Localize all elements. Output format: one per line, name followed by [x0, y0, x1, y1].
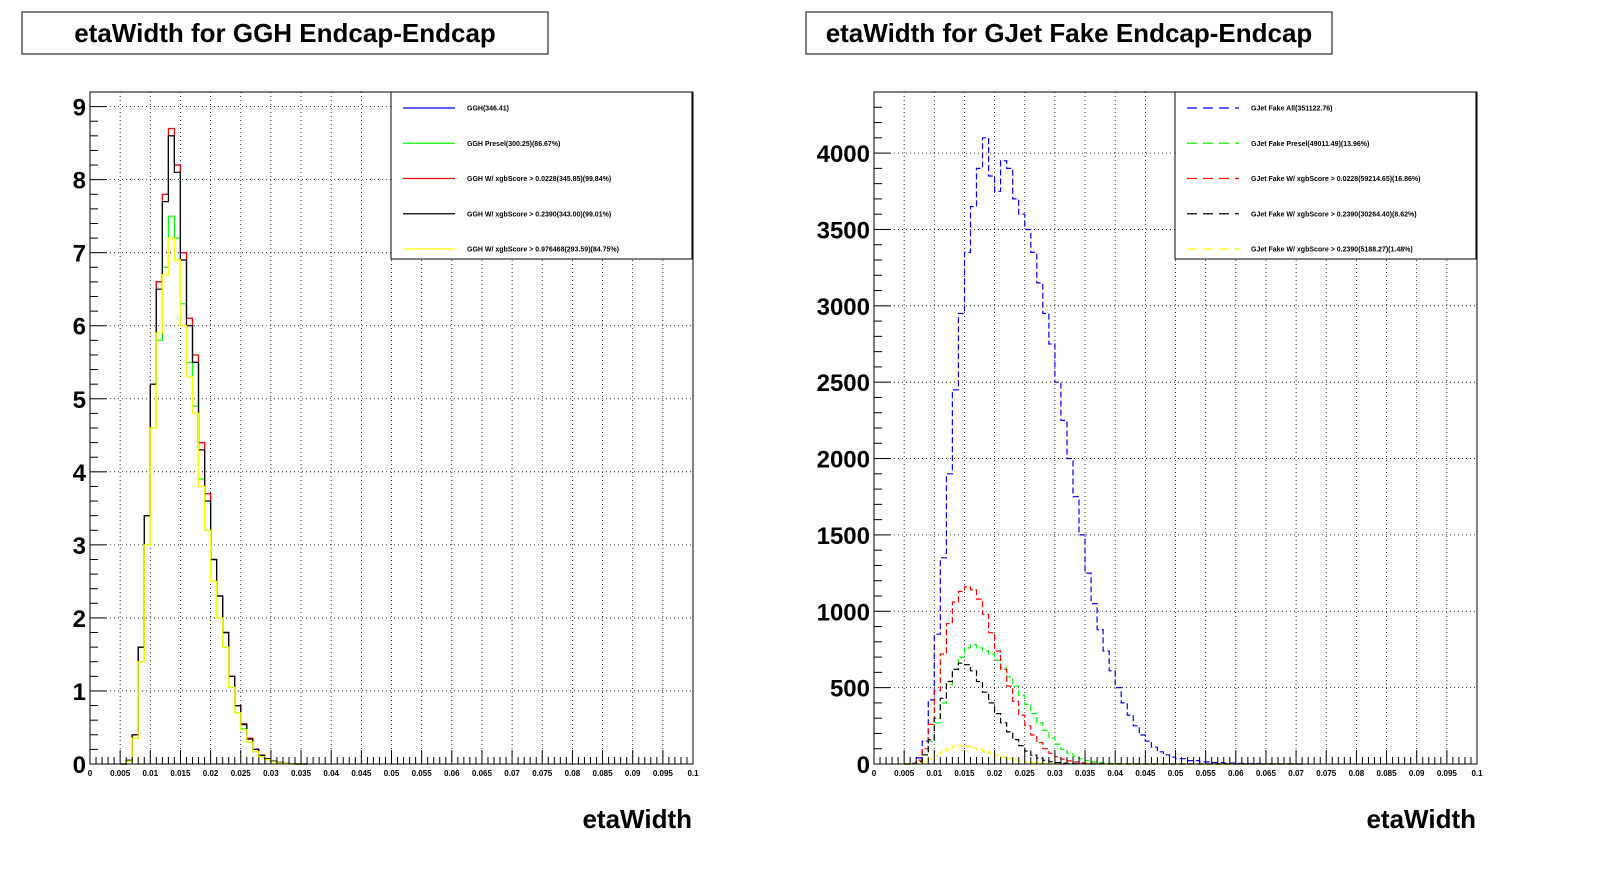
chart-panel-ggh: etaWidth for GGH Endcap-Endcap 0 0.005 0.0…: [21, 11, 699, 834]
x-tick-label: 0.02: [987, 769, 1003, 778]
y-tick-label: 1: [73, 679, 86, 706]
series-line: [904, 662, 1303, 765]
y-tick-label: 9: [73, 95, 86, 122]
legend-entry: GGH Presel(300.25)(86.67%): [467, 141, 560, 148]
x-axis-label: etaWidth: [582, 804, 692, 834]
x-tick-label: 0.045: [1135, 769, 1156, 778]
x-tick-label: 0.065: [1256, 769, 1277, 778]
series-line: [120, 237, 308, 765]
x-tick-label: 0.08: [565, 769, 581, 778]
series-line: [120, 215, 308, 765]
x-tick-label: 0.07: [504, 769, 520, 778]
chart-title: etaWidth for GJet Fake Endcap-Endcap: [826, 18, 1313, 48]
y-tick-label: 8: [73, 168, 86, 195]
legend-entry: GGH(346.41): [467, 106, 509, 113]
x-tick-label: 0.095: [653, 769, 674, 778]
x-tick-label: 0.035: [1075, 769, 1096, 778]
legend-entry: GGH W/ xgbScore > 0.2390(343.00)(99.01%): [467, 211, 611, 218]
x-axis-label: etaWidth: [1366, 804, 1476, 834]
x-tick-label: 0.07: [1288, 769, 1304, 778]
y-tick-label: 3000: [817, 294, 870, 321]
legend-entry: GJet Fake W/ xgbScore > 0.0228(59214.65)…: [1251, 176, 1420, 183]
legend-entry: GJet Fake All(351122.76): [1251, 106, 1332, 113]
x-tick-label: 0.035: [291, 769, 312, 778]
x-tick-label: 0.025: [231, 769, 252, 778]
chart-title: etaWidth for GGH Endcap-Endcap: [74, 18, 496, 48]
x-tick-label: 0.1: [687, 769, 699, 778]
y-tick-label: 3: [73, 533, 86, 560]
x-tick-label: 0.005: [894, 769, 915, 778]
x-tick-label: 0.005: [110, 769, 131, 778]
x-tick-label: 0.03: [1047, 769, 1063, 778]
x-tick-label: 0.05: [384, 769, 400, 778]
x-tick-label: 0.085: [1377, 769, 1398, 778]
series-line: [120, 135, 308, 765]
series-line: [904, 586, 1303, 765]
chart-panel-gjet: etaWidth for GJet Fake Endcap-Endcap 0 0.…: [805, 11, 1483, 834]
series-line: [120, 135, 308, 765]
x-tick-label: 0.01: [143, 769, 159, 778]
x-tick-label: 0.055: [1196, 769, 1217, 778]
x-tick-label: 0: [872, 769, 877, 778]
y-tick-label: 6: [73, 314, 86, 341]
x-tick-label: 0.045: [351, 769, 372, 778]
y-tick-label: 2000: [817, 447, 870, 474]
x-tick-label: 0.085: [593, 769, 614, 778]
legend-entry: GGH W/ xgbScore > 0.976468(293.59)(84.75…: [467, 247, 619, 254]
x-tick-label: 0.04: [1107, 769, 1123, 778]
y-tick-label: 500: [830, 676, 870, 703]
x-tick-label: 0.015: [954, 769, 975, 778]
x-tick-label: 0.075: [1316, 769, 1337, 778]
x-tick-label: 0.015: [170, 769, 191, 778]
x-tick-label: 0.03: [263, 769, 279, 778]
x-tick-label: 0.08: [1349, 769, 1365, 778]
x-tick-label: 0.02: [203, 769, 219, 778]
y-tick-label: 5: [73, 387, 86, 414]
x-tick-label: 0.075: [532, 769, 553, 778]
x-tick-label: 0.04: [323, 769, 339, 778]
y-tick-label: 1000: [817, 599, 870, 626]
y-tick-label: 4000: [817, 141, 870, 168]
x-tick-label: 0.055: [412, 769, 433, 778]
y-tick-label: 2500: [817, 370, 870, 397]
title-box: [21, 11, 549, 55]
legend-entry: GJet Fake Presel(49011.49)(13.96%): [1251, 141, 1369, 148]
x-tick-label: 0.09: [625, 769, 641, 778]
y-tick-label: 7: [73, 241, 86, 268]
series-line: [120, 127, 308, 765]
legend-entry: GJet Fake W/ xgbScore > 0.2390(5188.27)(…: [1251, 247, 1413, 254]
legend-box: [1174, 91, 1477, 260]
y-tick-label: 1500: [817, 523, 870, 550]
legend-box: [390, 91, 693, 260]
x-tick-label: 0.05: [1168, 769, 1184, 778]
legend-entry: GJet Fake W/ xgbScore > 0.2390(30264.40)…: [1251, 211, 1417, 218]
y-tick-label: 0: [73, 752, 86, 779]
y-tick-label: 4: [73, 460, 87, 487]
x-tick-label: 0.1: [1471, 769, 1483, 778]
x-tick-label: 0.025: [1015, 769, 1036, 778]
y-tick-label: 0: [857, 752, 870, 779]
title-box: [805, 11, 1333, 55]
x-tick-label: 0.09: [1409, 769, 1425, 778]
x-tick-label: 0.06: [444, 769, 460, 778]
y-tick-label: 3500: [817, 217, 870, 244]
legend-entry: GGH W/ xgbScore > 0.0228(345.85)(99.84%): [467, 176, 611, 183]
x-tick-label: 0.01: [927, 769, 943, 778]
x-tick-label: 0.095: [1437, 769, 1458, 778]
x-tick-label: 0.065: [472, 769, 493, 778]
x-tick-label: 0: [88, 769, 93, 778]
x-tick-label: 0.06: [1228, 769, 1244, 778]
y-tick-label: 2: [73, 606, 86, 633]
